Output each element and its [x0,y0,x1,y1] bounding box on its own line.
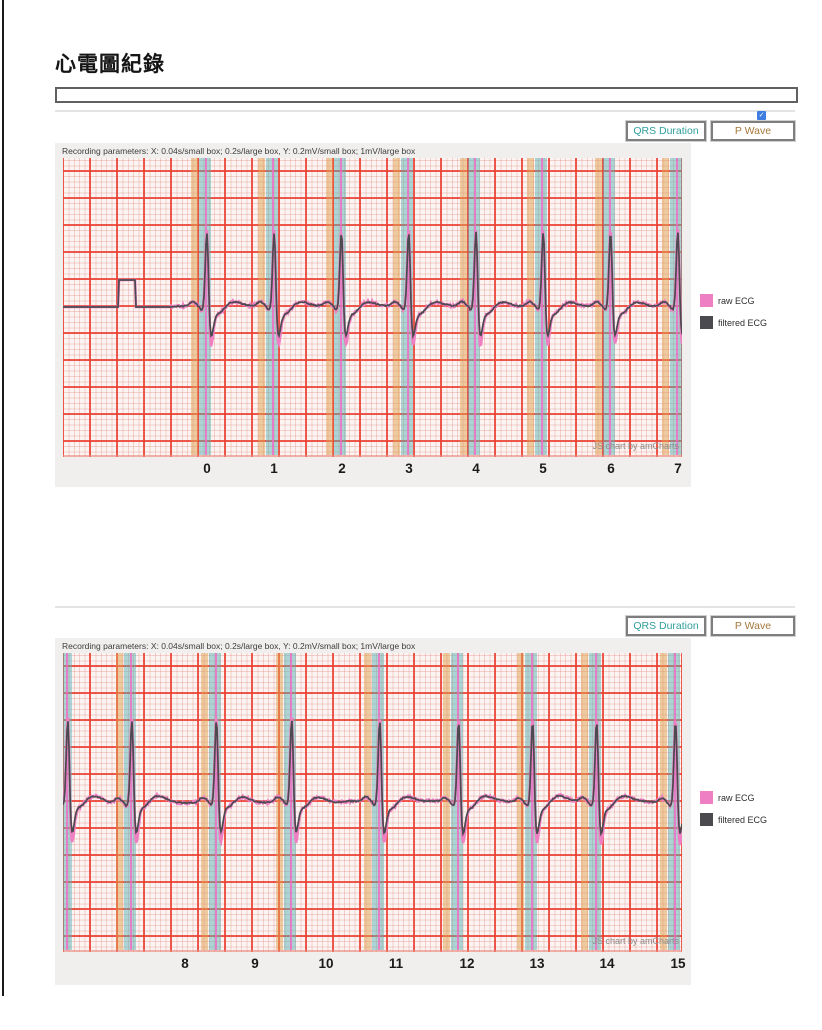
r-peak-marker [205,158,207,455]
p-wave-band [527,158,535,455]
r-peak-marker [594,653,597,950]
x-tick-label: 3 [405,461,413,476]
x-tick-label: 1 [270,461,278,476]
legend-label: filtered ECG [718,814,768,825]
x-tick-label: 4 [472,461,480,476]
recording-parameters-text: Recording parameters: X: 0.04s/small box… [62,641,416,651]
r-peak-marker [272,158,275,455]
p-wave-band [442,653,450,950]
legend-swatch [700,294,713,307]
p-wave-button[interactable]: P Wave [711,121,795,141]
filtered-ecg-trace [63,231,682,340]
ecg-chart-panel-1: Recording parameters: X: 0.04s/small box… [55,143,691,487]
r-peak-marker [673,653,676,950]
r-peak-marker [530,653,533,950]
p-wave-band [580,653,588,950]
x-tick-label: 2 [338,461,346,476]
qrs-duration-button[interactable]: QRS Duration [626,121,706,141]
x-tick-label: 11 [388,956,404,971]
p-wave-band [594,158,602,455]
r-peak-marker [130,653,132,950]
r-peak-marker [377,653,380,950]
legend-label: filtered ECG [718,317,768,328]
qrs-duration-button[interactable]: QRS Duration [626,616,706,636]
legend-label: raw ECG [718,792,755,803]
raw-ecg-trace [63,228,682,349]
legend-swatch [700,813,713,826]
x-tick-label: 7 [674,461,682,476]
r-peak-marker [214,653,217,950]
chart2-legend: raw ECG filtered ECG [700,791,818,835]
x-axis-labels-2: 8 9 10 11 12 13 14 15 [63,954,685,978]
p-wave-band [325,158,333,455]
r-peak-marker [339,158,342,455]
x-tick-label: 12 [459,956,475,971]
r-peak-marker [541,158,544,455]
p-wave-button[interactable]: P Wave [711,616,795,636]
chart2-toolbar: QRS Duration P Wave [0,616,822,638]
chart1-legend: raw ECG filtered ECG [700,294,818,338]
p-wave-band [662,158,669,455]
legend-label: raw ECG [718,295,755,306]
p-wave-band [191,158,198,455]
p-wave-band [516,653,524,950]
legend-item[interactable]: raw ECG [700,294,818,307]
p-wave-band [363,653,371,950]
x-tick-label: 15 [670,956,686,971]
x-tick-label: 14 [599,956,615,971]
ecg-waveform-svg [63,228,682,349]
r-peak-marker [474,158,477,455]
x-tick-label: 9 [251,956,259,971]
page-title: 心電圖紀錄 [55,53,165,77]
r-peak-marker [608,158,611,455]
amcharts-watermark: JS chart by amCharts [592,441,679,451]
r-peak-marker [456,653,459,950]
x-tick-label: 0 [203,461,211,476]
p-wave-band [275,653,283,950]
amcharts-watermark: JS chart by amCharts [592,936,679,946]
x-tick-label: 8 [181,956,189,971]
divider [55,110,795,112]
x-tick-label: 5 [539,461,547,476]
p-wave-band [258,158,266,455]
p-wave-band [200,653,208,950]
x-tick-label: 13 [529,956,545,971]
chart1-toolbar: ✓ QRS Duration P Wave [0,111,822,143]
ecg-plot-area-2[interactable]: JS chart by amCharts [63,653,682,952]
legend-swatch [700,316,713,329]
x-tick-label: 10 [318,956,334,971]
divider [55,606,795,608]
page-left-border [2,0,4,996]
r-peak-marker [65,653,68,950]
raw-ecg-trace [63,717,682,847]
r-peak-marker [289,653,292,950]
ecg-chart-panel-2: Recording parameters: X: 0.04s/small box… [55,638,691,985]
p-wave-checkbox[interactable]: ✓ [757,111,766,120]
r-peak-marker [676,158,678,455]
ecg-plot-area-1[interactable]: JS chart by amCharts [63,158,682,457]
legend-item[interactable]: filtered ECG [700,316,818,329]
p-wave-band [460,158,468,455]
p-wave-band [392,158,400,455]
p-wave-band [116,653,123,950]
legend-swatch [700,791,713,804]
x-tick-label: 6 [607,461,615,476]
legend-item[interactable]: raw ECG [700,791,818,804]
ecg-waveform-svg [63,717,682,847]
x-axis-labels-1: 0 1 2 3 4 5 6 7 [63,459,682,483]
record-search-input[interactable] [55,87,798,103]
r-peak-marker [406,158,409,455]
recording-parameters-text: Recording parameters: X: 0.04s/small box… [62,146,416,156]
filtered-ecg-trace [63,720,682,837]
legend-item[interactable]: filtered ECG [700,813,818,826]
